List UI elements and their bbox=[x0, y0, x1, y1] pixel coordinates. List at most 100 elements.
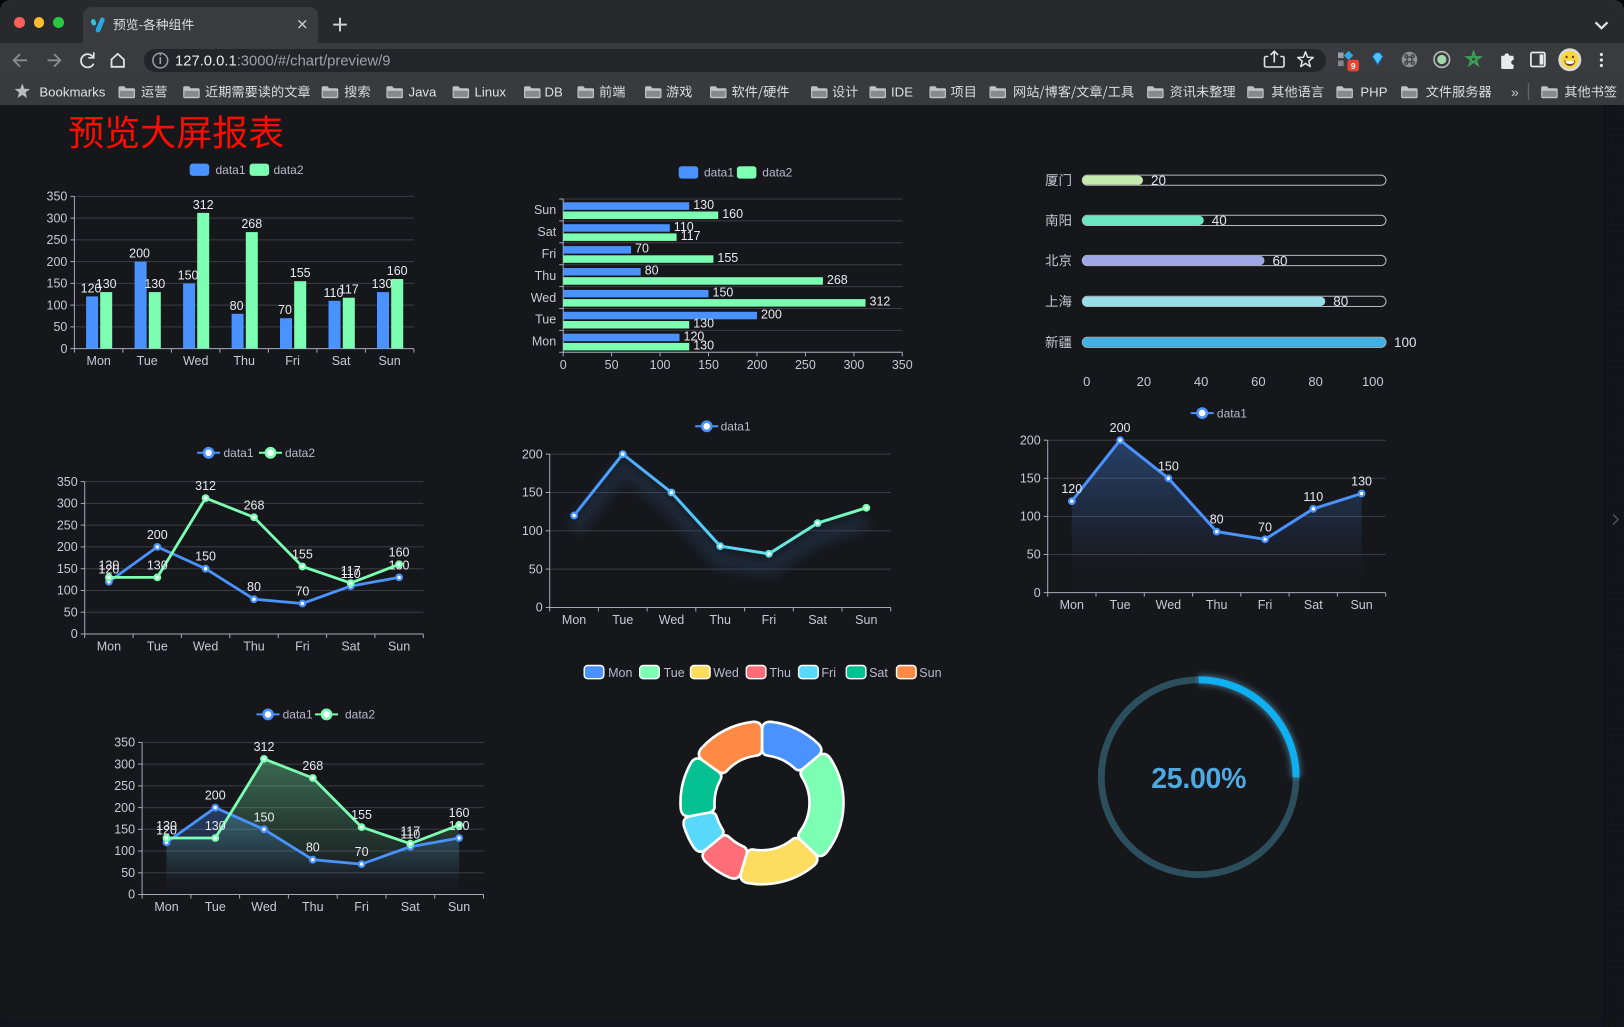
svg-text:Sun: Sun bbox=[919, 666, 941, 680]
svg-text:300: 300 bbox=[57, 497, 78, 511]
svg-text:Sat: Sat bbox=[869, 666, 888, 680]
svg-text:130: 130 bbox=[372, 277, 393, 291]
svg-text:120: 120 bbox=[1061, 482, 1082, 496]
svg-text:160: 160 bbox=[389, 545, 410, 559]
svg-text:120: 120 bbox=[684, 329, 705, 343]
svg-text:130: 130 bbox=[1351, 475, 1372, 489]
svg-text:268: 268 bbox=[244, 498, 265, 512]
svg-text:Wed: Wed bbox=[193, 640, 219, 654]
svg-text:Tue: Tue bbox=[205, 900, 226, 914]
svg-text:80: 80 bbox=[645, 264, 659, 278]
svg-text:110: 110 bbox=[341, 567, 361, 581]
svg-text:Mon: Mon bbox=[532, 335, 556, 349]
svg-text:150: 150 bbox=[114, 823, 135, 837]
svg-text:250: 250 bbox=[57, 518, 78, 532]
svg-text:0: 0 bbox=[560, 358, 567, 372]
svg-text:data1: data1 bbox=[283, 708, 313, 722]
svg-text:200: 200 bbox=[147, 528, 168, 542]
svg-text:Fri: Fri bbox=[542, 247, 557, 261]
svg-text:100: 100 bbox=[1362, 374, 1384, 389]
svg-text:0: 0 bbox=[71, 627, 78, 641]
svg-text:155: 155 bbox=[351, 808, 372, 822]
svg-text:Bookmarks: Bookmarks bbox=[39, 84, 105, 99]
svg-text:data1: data1 bbox=[224, 446, 254, 460]
svg-text:200: 200 bbox=[129, 247, 150, 261]
svg-text:110: 110 bbox=[324, 286, 344, 300]
svg-text:60: 60 bbox=[1273, 253, 1288, 268]
svg-text:100: 100 bbox=[522, 524, 543, 538]
svg-text:70: 70 bbox=[635, 242, 649, 256]
svg-text:350: 350 bbox=[114, 736, 135, 750]
svg-text:0: 0 bbox=[60, 342, 67, 356]
svg-text:Sat: Sat bbox=[341, 640, 360, 654]
svg-text:70: 70 bbox=[278, 303, 292, 317]
svg-text:80: 80 bbox=[1210, 513, 1224, 527]
svg-text:Sun: Sun bbox=[1350, 598, 1372, 612]
svg-text:Fri: Fri bbox=[1258, 598, 1273, 612]
svg-text:127.0.0.1: 127.0.0.1 bbox=[175, 53, 237, 69]
svg-text:130: 130 bbox=[693, 339, 714, 353]
svg-text:130: 130 bbox=[205, 819, 226, 833]
svg-text:Mon: Mon bbox=[154, 900, 178, 914]
svg-text:160: 160 bbox=[387, 264, 408, 278]
svg-text:data2: data2 bbox=[762, 166, 792, 180]
svg-text:data1: data1 bbox=[704, 166, 734, 180]
svg-text:Sun: Sun bbox=[855, 613, 877, 627]
svg-text:Thu: Thu bbox=[302, 900, 324, 914]
svg-text:110: 110 bbox=[1303, 490, 1323, 504]
svg-text:Wed: Wed bbox=[531, 291, 557, 305]
svg-text:PHP: PHP bbox=[1360, 84, 1387, 99]
svg-text:Thu: Thu bbox=[243, 640, 265, 654]
svg-text:200: 200 bbox=[1020, 433, 1041, 447]
svg-text:200: 200 bbox=[761, 307, 782, 321]
svg-text:130: 130 bbox=[144, 277, 165, 291]
svg-text:200: 200 bbox=[114, 801, 135, 815]
svg-text:Java: Java bbox=[409, 84, 438, 99]
svg-text:IDE: IDE bbox=[891, 84, 913, 99]
svg-text:Wed: Wed bbox=[659, 613, 685, 627]
svg-text:268: 268 bbox=[302, 759, 323, 773]
svg-text:Mon: Mon bbox=[1060, 598, 1084, 612]
svg-text:117: 117 bbox=[339, 283, 359, 297]
svg-text:200: 200 bbox=[522, 447, 543, 461]
svg-text:0: 0 bbox=[128, 888, 135, 902]
svg-text:Tue: Tue bbox=[612, 613, 633, 627]
svg-text:312: 312 bbox=[870, 295, 891, 309]
svg-text:50: 50 bbox=[53, 320, 67, 334]
svg-text:Mon: Mon bbox=[87, 354, 111, 368]
svg-text:80: 80 bbox=[247, 580, 261, 594]
svg-text:300: 300 bbox=[843, 358, 864, 372]
svg-text:Thu: Thu bbox=[1206, 598, 1228, 612]
svg-text:50: 50 bbox=[529, 562, 543, 576]
svg-text:data2: data2 bbox=[285, 446, 315, 460]
svg-text:250: 250 bbox=[114, 779, 135, 793]
svg-text:130: 130 bbox=[98, 558, 119, 572]
svg-text:150: 150 bbox=[254, 810, 275, 824]
svg-text:150: 150 bbox=[698, 358, 719, 372]
svg-text:150: 150 bbox=[47, 277, 68, 291]
svg-text:Wed: Wed bbox=[713, 666, 739, 680]
svg-text:Wed: Wed bbox=[183, 354, 209, 368]
svg-text:50: 50 bbox=[1027, 548, 1041, 562]
svg-text:110: 110 bbox=[674, 220, 694, 234]
svg-text:80: 80 bbox=[306, 841, 320, 855]
svg-text:120: 120 bbox=[98, 563, 119, 577]
svg-text:40: 40 bbox=[1194, 374, 1208, 389]
svg-text:Thu: Thu bbox=[769, 666, 791, 680]
svg-text:Fri: Fri bbox=[285, 354, 300, 368]
svg-text:Tue: Tue bbox=[137, 354, 158, 368]
svg-text:150: 150 bbox=[178, 268, 199, 282]
svg-text:Thu: Thu bbox=[535, 269, 557, 283]
svg-text:Thu: Thu bbox=[233, 354, 255, 368]
svg-text:70: 70 bbox=[355, 845, 369, 859]
svg-text:»: » bbox=[1511, 84, 1519, 100]
svg-text:Thu: Thu bbox=[709, 613, 731, 627]
svg-text:50: 50 bbox=[121, 866, 135, 880]
svg-text:117: 117 bbox=[681, 229, 701, 243]
svg-text:155: 155 bbox=[717, 251, 738, 265]
svg-text:50: 50 bbox=[605, 358, 619, 372]
svg-text:312: 312 bbox=[254, 740, 275, 754]
svg-text:20: 20 bbox=[1151, 173, 1166, 188]
svg-text:250: 250 bbox=[795, 358, 816, 372]
svg-text:130: 130 bbox=[96, 277, 117, 291]
